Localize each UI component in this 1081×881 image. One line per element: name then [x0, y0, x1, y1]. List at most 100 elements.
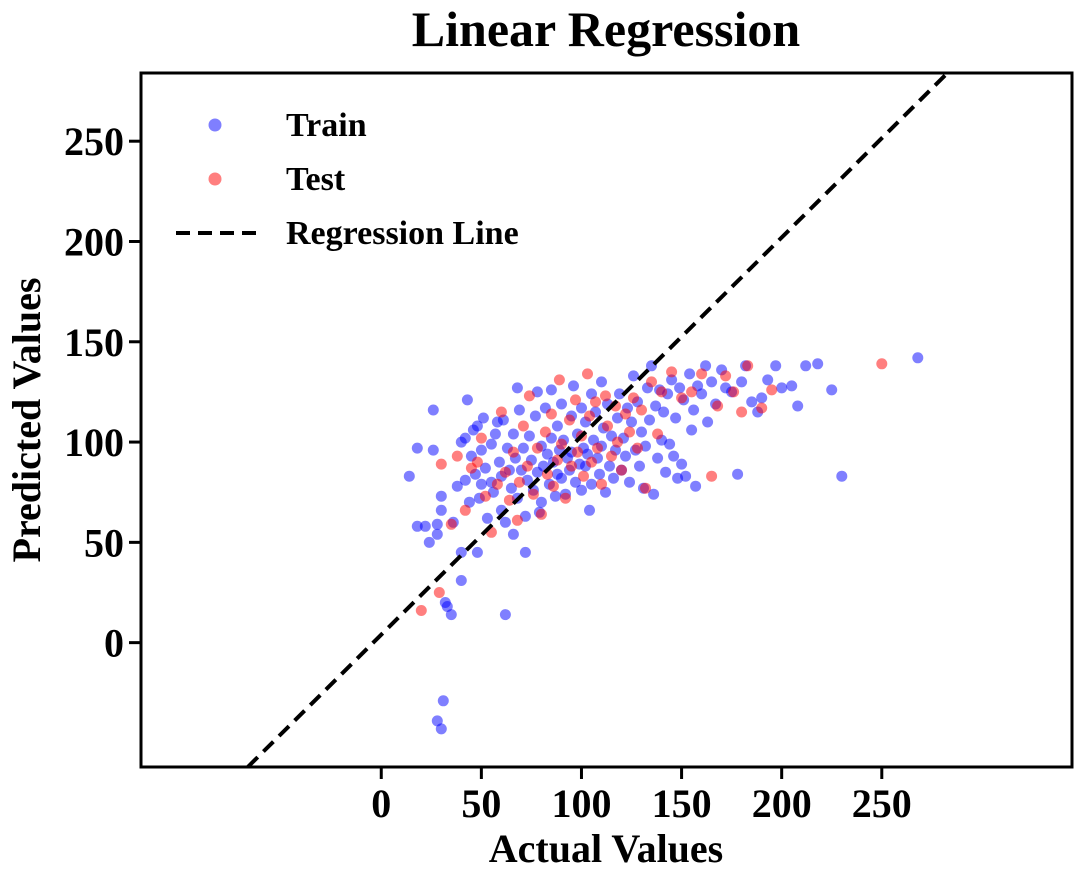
y-axis-label: Predicted Values — [4, 278, 49, 563]
y-tick-label: 200 — [64, 219, 124, 264]
train-point — [437, 695, 449, 707]
train-point — [614, 388, 625, 400]
test-point — [592, 442, 603, 454]
y-tick-label: 0 — [104, 621, 124, 666]
x-tick-label: 200 — [752, 781, 812, 826]
test-point — [600, 390, 611, 402]
test-point — [479, 490, 491, 502]
test-point — [511, 514, 523, 526]
test-point — [712, 400, 724, 412]
train-point — [431, 518, 443, 530]
train-point — [517, 442, 529, 454]
regression-line-layer — [246, 71, 949, 769]
regression-line — [246, 71, 949, 769]
legend-train-label: Train — [286, 107, 367, 144]
train-point — [792, 400, 804, 412]
train-point — [556, 398, 567, 410]
legend-test-marker — [208, 172, 222, 186]
train-point — [549, 490, 561, 502]
test-point — [586, 456, 597, 468]
test-point — [596, 478, 607, 490]
train-point — [586, 478, 597, 490]
test-point — [876, 358, 888, 370]
test-point — [517, 420, 529, 432]
train-point — [912, 352, 924, 364]
train-point — [576, 484, 587, 496]
train-point — [489, 428, 501, 440]
test-point — [570, 394, 581, 406]
train-point — [648, 488, 660, 500]
train-point — [604, 460, 615, 472]
train-point — [756, 392, 768, 404]
train-point — [479, 462, 491, 474]
test-point — [616, 464, 627, 476]
train-point — [427, 404, 439, 416]
train-point — [686, 424, 698, 436]
train-point — [545, 384, 557, 396]
test-point — [736, 406, 748, 418]
test-point — [566, 460, 577, 472]
train-point — [732, 468, 744, 480]
series-test — [415, 358, 888, 616]
train-point — [513, 404, 525, 416]
train-point — [620, 450, 631, 462]
train-point — [471, 420, 483, 432]
test-point — [676, 392, 688, 404]
train-point — [431, 528, 443, 540]
test-point — [495, 406, 507, 418]
train-point — [696, 388, 708, 400]
legend-regression-line-label: Regression Line — [286, 215, 519, 252]
test-point — [556, 438, 567, 450]
train-point — [594, 468, 605, 480]
train-point — [419, 520, 431, 532]
train-point — [626, 416, 637, 428]
x-tick-label: 50 — [461, 781, 501, 826]
train-point — [652, 452, 664, 464]
test-point — [547, 480, 559, 492]
test-point — [539, 426, 551, 438]
train-point — [800, 360, 812, 372]
train-point — [435, 490, 447, 502]
y-tick-label: 100 — [64, 420, 124, 465]
train-point — [674, 382, 686, 394]
train-point — [684, 368, 696, 380]
train-point — [459, 474, 471, 486]
test-point — [766, 384, 778, 396]
test-point — [535, 508, 547, 520]
train-point — [523, 430, 535, 442]
y-tick-label: 50 — [84, 520, 124, 565]
test-point — [503, 494, 515, 506]
test-point — [513, 476, 525, 488]
test-point — [523, 390, 535, 402]
x-tick-label: 150 — [652, 781, 712, 826]
y-tick-label: 250 — [64, 119, 124, 164]
train-point — [644, 414, 655, 426]
test-point — [652, 428, 664, 440]
train-point — [455, 575, 467, 586]
test-point — [433, 587, 445, 598]
train-point — [493, 456, 505, 468]
test-point — [551, 454, 563, 466]
train-point — [499, 516, 511, 528]
test-point — [606, 450, 617, 462]
train-point — [475, 444, 487, 456]
train-point — [403, 470, 415, 482]
train-point — [826, 384, 838, 396]
test-point — [459, 504, 471, 516]
test-point — [531, 442, 543, 454]
train-point — [680, 470, 692, 482]
train-point — [570, 476, 581, 488]
x-axis-label: Actual Values — [489, 826, 724, 871]
test-point — [415, 605, 427, 616]
train-point — [584, 504, 595, 516]
train-point — [451, 480, 463, 492]
train-point — [812, 358, 824, 370]
train-point — [461, 394, 473, 406]
test-point — [435, 458, 447, 470]
test-point — [451, 450, 463, 462]
x-tick-label: 0 — [371, 781, 391, 826]
train-point — [676, 458, 688, 470]
test-point — [612, 436, 623, 448]
train-point — [411, 520, 423, 532]
